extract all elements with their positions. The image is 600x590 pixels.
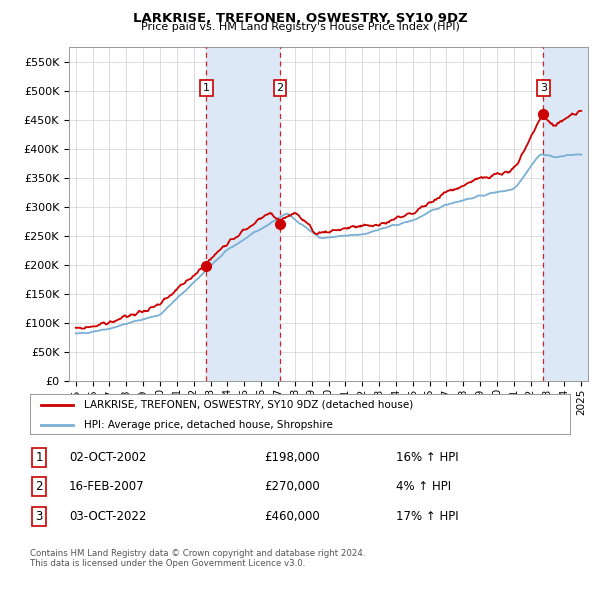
Text: Contains HM Land Registry data © Crown copyright and database right 2024.: Contains HM Land Registry data © Crown c… [30, 549, 365, 558]
Text: This data is licensed under the Open Government Licence v3.0.: This data is licensed under the Open Gov… [30, 559, 305, 568]
Text: 3: 3 [35, 510, 43, 523]
Text: 1: 1 [203, 83, 210, 93]
Text: LARKRISE, TREFONEN, OSWESTRY, SY10 9DZ: LARKRISE, TREFONEN, OSWESTRY, SY10 9DZ [133, 12, 467, 25]
Text: 16-FEB-2007: 16-FEB-2007 [69, 480, 145, 493]
Text: LARKRISE, TREFONEN, OSWESTRY, SY10 9DZ (detached house): LARKRISE, TREFONEN, OSWESTRY, SY10 9DZ (… [84, 400, 413, 410]
Text: £198,000: £198,000 [264, 451, 320, 464]
Bar [206, 47, 280, 381]
Text: 2: 2 [35, 480, 43, 493]
Text: 3: 3 [540, 83, 547, 93]
Text: £460,000: £460,000 [264, 510, 320, 523]
Text: 02-OCT-2002: 02-OCT-2002 [69, 451, 146, 464]
Bar [544, 47, 588, 381]
Text: 2: 2 [277, 83, 284, 93]
Text: 03-OCT-2022: 03-OCT-2022 [69, 510, 146, 523]
Text: 16% ↑ HPI: 16% ↑ HPI [396, 451, 458, 464]
Text: HPI: Average price, detached house, Shropshire: HPI: Average price, detached house, Shro… [84, 420, 333, 430]
Text: 17% ↑ HPI: 17% ↑ HPI [396, 510, 458, 523]
Text: 1: 1 [35, 451, 43, 464]
Text: £270,000: £270,000 [264, 480, 320, 493]
Text: 4% ↑ HPI: 4% ↑ HPI [396, 480, 451, 493]
Text: Price paid vs. HM Land Registry's House Price Index (HPI): Price paid vs. HM Land Registry's House … [140, 22, 460, 32]
